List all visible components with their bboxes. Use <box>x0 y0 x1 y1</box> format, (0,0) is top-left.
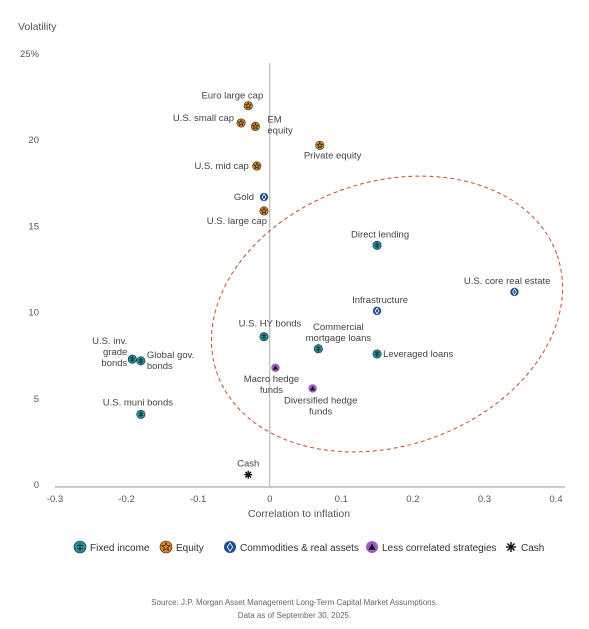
source-note: Source: J.P. Morgan Asset Management Lon… <box>0 596 589 622</box>
point-label: Commercial mortgage loans <box>306 322 372 344</box>
point-label: U.S. inv. grade bonds <box>92 336 127 369</box>
point-label: Macro hedge funds <box>244 374 299 396</box>
point-label: Direct lending <box>351 229 409 240</box>
point-label: U.S. mid cap <box>194 161 248 172</box>
y-tick-label: 5 <box>34 394 39 405</box>
highlight-region <box>210 175 564 453</box>
y-tick-label: 25% <box>20 49 40 60</box>
data-point <box>313 344 323 354</box>
legend-item-lesscorr: Less correlated strategies <box>366 541 497 554</box>
less-correlated-icon <box>366 541 378 553</box>
data-point <box>127 354 137 364</box>
x-tick-label: -0.2 <box>118 494 134 505</box>
legend-item-cash: Cash <box>506 542 544 554</box>
legend-label: Fixed income <box>90 543 150 554</box>
data-point <box>372 240 382 250</box>
axes: -0.3 -0.2 -0.1 0 0.1 0.2 0.3 0.4 0 5 10 15 20 25% <box>20 49 565 505</box>
x-tick-label: 0.3 <box>478 494 491 505</box>
y-tick-label: 20 <box>28 135 39 146</box>
y-tick-label: 10 <box>28 308 39 319</box>
data-point <box>243 101 253 111</box>
data-point <box>271 363 280 372</box>
data-date-line: Data as of September 30, 2025. <box>237 611 352 620</box>
data-point <box>315 140 325 150</box>
data-point <box>250 121 260 131</box>
cash-icon <box>506 542 516 552</box>
x-tick-label: -0.1 <box>190 494 206 505</box>
legend-item-commod: Commodities & real assets <box>224 541 359 554</box>
point-label: U.S. muni bonds <box>103 397 173 408</box>
legend: Fixed income Equity Commodities & real ass… <box>73 540 544 554</box>
source-line: Source: J.P. Morgan Asset Management Lon… <box>151 598 438 607</box>
point-label: Global gov. bonds <box>147 350 194 372</box>
point-label: Cash <box>237 459 259 470</box>
legend-label: Equity <box>176 543 204 554</box>
point-label: Leveraged loans <box>383 349 453 360</box>
legend-label: Commodities & real assets <box>240 543 359 554</box>
commodities-icon <box>224 541 236 553</box>
data-point <box>252 161 262 171</box>
x-axis-title: Correlation to inflation <box>248 508 350 520</box>
data-point <box>236 118 246 128</box>
data-point <box>136 409 146 419</box>
data-point <box>372 349 382 359</box>
x-tick-label: -0.3 <box>47 494 63 505</box>
data-point <box>308 384 317 393</box>
data-point <box>136 356 146 366</box>
legend-label: Less correlated strategies <box>382 543 497 554</box>
data-point <box>259 332 269 342</box>
y-axis-title: Volatility <box>18 21 57 33</box>
y-tick-label: 15 <box>28 221 39 232</box>
point-label: Gold <box>234 192 254 203</box>
point-label: U.S. HY bonds <box>239 319 302 330</box>
point-label: Diversified hedge funds <box>284 395 357 417</box>
data-points: Euro large cap U.S. small cap EM equity Priv… <box>92 91 550 479</box>
highlight-ellipse <box>210 175 564 453</box>
point-label: U.S. large cap <box>207 216 267 227</box>
legend-item-fixed: Fixed income <box>73 540 150 554</box>
y-tick-label: 0 <box>34 480 39 491</box>
equity-icon <box>159 540 173 554</box>
x-tick-label: 0.2 <box>406 494 419 505</box>
point-label: U.S. small cap <box>173 113 234 124</box>
data-point <box>244 470 253 479</box>
point-label: EM equity <box>267 114 293 136</box>
point-label: Euro large cap <box>201 91 263 102</box>
point-label: Private equity <box>304 150 362 161</box>
data-point <box>259 206 269 216</box>
x-tick-label: 0.1 <box>335 494 348 505</box>
legend-item-equity: Equity <box>159 540 204 554</box>
data-point <box>259 192 269 202</box>
point-label: Infrastructure <box>352 295 408 306</box>
data-point <box>372 306 382 316</box>
fixed-income-icon <box>73 540 87 554</box>
x-tick-label: 0.4 <box>549 494 562 505</box>
legend-label: Cash <box>521 543 544 554</box>
x-tick-label: 0 <box>267 494 272 505</box>
point-label: U.S. core real estate <box>464 276 551 287</box>
data-point <box>510 287 519 297</box>
